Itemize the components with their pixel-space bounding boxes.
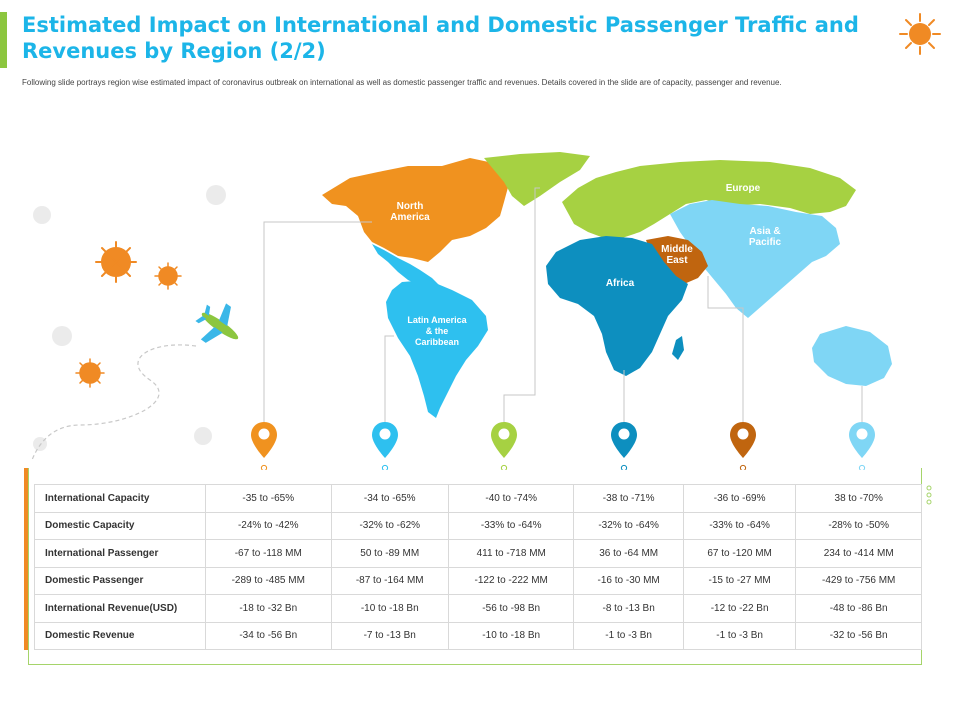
table-cell: 36 to -64 MM: [573, 539, 684, 568]
table-cell: -48 to -86 Bn: [795, 594, 922, 623]
region-australia: [812, 326, 892, 386]
label-africa: Africa: [605, 278, 635, 289]
page-title: Estimated Impact on International and Do…: [22, 13, 859, 63]
table-cell: -40 to -74%: [447, 484, 575, 513]
table-cell: -16 to -30 MM: [573, 566, 684, 595]
table-cell: -32 to -56 Bn: [795, 621, 922, 650]
region-central-america: [372, 244, 440, 290]
label-latin-america: Latin America & the Caribbean: [407, 315, 467, 347]
table-cell: -34 to -65%: [330, 484, 449, 513]
connector-north-america: [263, 221, 372, 422]
table-cell: -8 to -13 Bn: [573, 594, 684, 623]
region-north-america: [322, 158, 510, 262]
table-row: International Revenue(USD) -18 to -32 Bn…: [34, 594, 922, 623]
region-asia-pacific: [670, 200, 840, 318]
connector-latin-america: [384, 335, 394, 422]
flight-path: [31, 344, 197, 461]
table-row: International Capacity -35 to -65% -34 t…: [34, 484, 922, 513]
table-cell: -10 to -18 Bn: [447, 621, 575, 650]
connector-middle-east: [707, 276, 744, 422]
table-cell: -36 to -69%: [682, 484, 797, 513]
table-cell: -429 to -756 MM: [795, 566, 922, 595]
table-cell: -1 to -3 Bn: [682, 621, 797, 650]
table-cell: -12 to -22 Bn: [682, 594, 797, 623]
table-cell: 67 to -120 MM: [682, 539, 797, 568]
row-label: International Passenger: [34, 539, 206, 568]
table-cell: -1 to -3 Bn: [573, 621, 684, 650]
table-cell: -122 to -222 MM: [447, 566, 575, 595]
row-label: Domestic Revenue: [34, 621, 206, 650]
table-cell: -87 to -164 MM: [330, 566, 449, 595]
table-cell: -32% to -64%: [573, 511, 684, 540]
faint-virus-icon: [52, 326, 72, 346]
table-cell: -35 to -65%: [205, 484, 332, 513]
table-cell: 411 to -718 MM: [447, 539, 575, 568]
table-cell: 38 to -70%: [795, 484, 922, 513]
page-subtitle: Following slide portrays region wise est…: [22, 78, 782, 87]
faint-virus-icon: [194, 427, 212, 445]
table-cell: -38 to -71%: [573, 484, 684, 513]
table-cell: -15 to -27 MM: [682, 566, 797, 595]
row-label: International Revenue(USD): [34, 594, 206, 623]
location-pin-icon: [491, 422, 517, 470]
faint-virus-icon: [33, 206, 51, 224]
region-south-america: [386, 280, 488, 418]
table-cell: 50 to -89 MM: [330, 539, 449, 568]
title-accent-bar: [0, 12, 7, 68]
table-cell: -289 to -485 MM: [205, 566, 332, 595]
row-label: Domestic Passenger: [34, 566, 206, 595]
sun-icon: [899, 13, 941, 55]
table-row: Domestic Revenue -34 to -56 Bn -7 to -13…: [34, 621, 922, 650]
table-cell: -33% to -64%: [447, 511, 575, 540]
table-cell: -67 to -118 MM: [205, 539, 332, 568]
table-frame: [28, 468, 922, 665]
connector-europe: [503, 187, 540, 422]
table-cell: -34 to -56 Bn: [205, 621, 332, 650]
location-pin-icon: [611, 422, 637, 470]
table-cell: -10 to -18 Bn: [330, 594, 449, 623]
region-europe: [562, 160, 856, 238]
location-pin-icon: [730, 422, 756, 470]
table-cell: -28% to -50%: [795, 511, 922, 540]
virus-icon: [95, 241, 137, 283]
faint-virus-icon: [206, 185, 226, 205]
location-pin-icon: [849, 422, 875, 470]
table-cell: -33% to -64%: [682, 511, 797, 540]
airplane-icon: [195, 303, 239, 343]
table-accent-bar: [24, 468, 28, 650]
row-label: International Capacity: [34, 484, 206, 513]
table-row: Domestic Passenger -289 to -485 MM -87 t…: [34, 566, 922, 595]
label-asia-pacific: Asia & Pacific: [748, 226, 782, 248]
table-cell: -24% to -42%: [205, 511, 332, 540]
table-cell: -56 to -98 Bn: [447, 594, 575, 623]
table-row: Domestic Capacity -24% to -42% -32% to -…: [34, 511, 922, 540]
impact-table: International Capacity -35 to -65% -34 t…: [34, 484, 922, 650]
region-madagascar: [672, 336, 684, 360]
table-cell: -32% to -62%: [330, 511, 449, 540]
label-north-america: North America: [390, 201, 430, 223]
table-cell: -18 to -32 Bn: [205, 594, 332, 623]
region-africa: [546, 236, 688, 376]
row-label: Domestic Capacity: [34, 511, 206, 540]
table-row: International Passenger -67 to -118 MM 5…: [34, 539, 922, 568]
location-pin-icon: [251, 422, 277, 470]
region-middle-east: [646, 236, 708, 284]
location-pin-icon: [372, 422, 398, 470]
table-cell: 234 to -414 MM: [795, 539, 922, 568]
label-europe: Europe: [725, 183, 761, 194]
virus-icon: [75, 358, 105, 388]
decorative-dots: [926, 485, 932, 505]
table-cell: -7 to -13 Bn: [330, 621, 449, 650]
label-middle-east: Middle East: [661, 244, 693, 266]
region-greenland: [484, 152, 590, 206]
virus-icon: [154, 262, 182, 290]
